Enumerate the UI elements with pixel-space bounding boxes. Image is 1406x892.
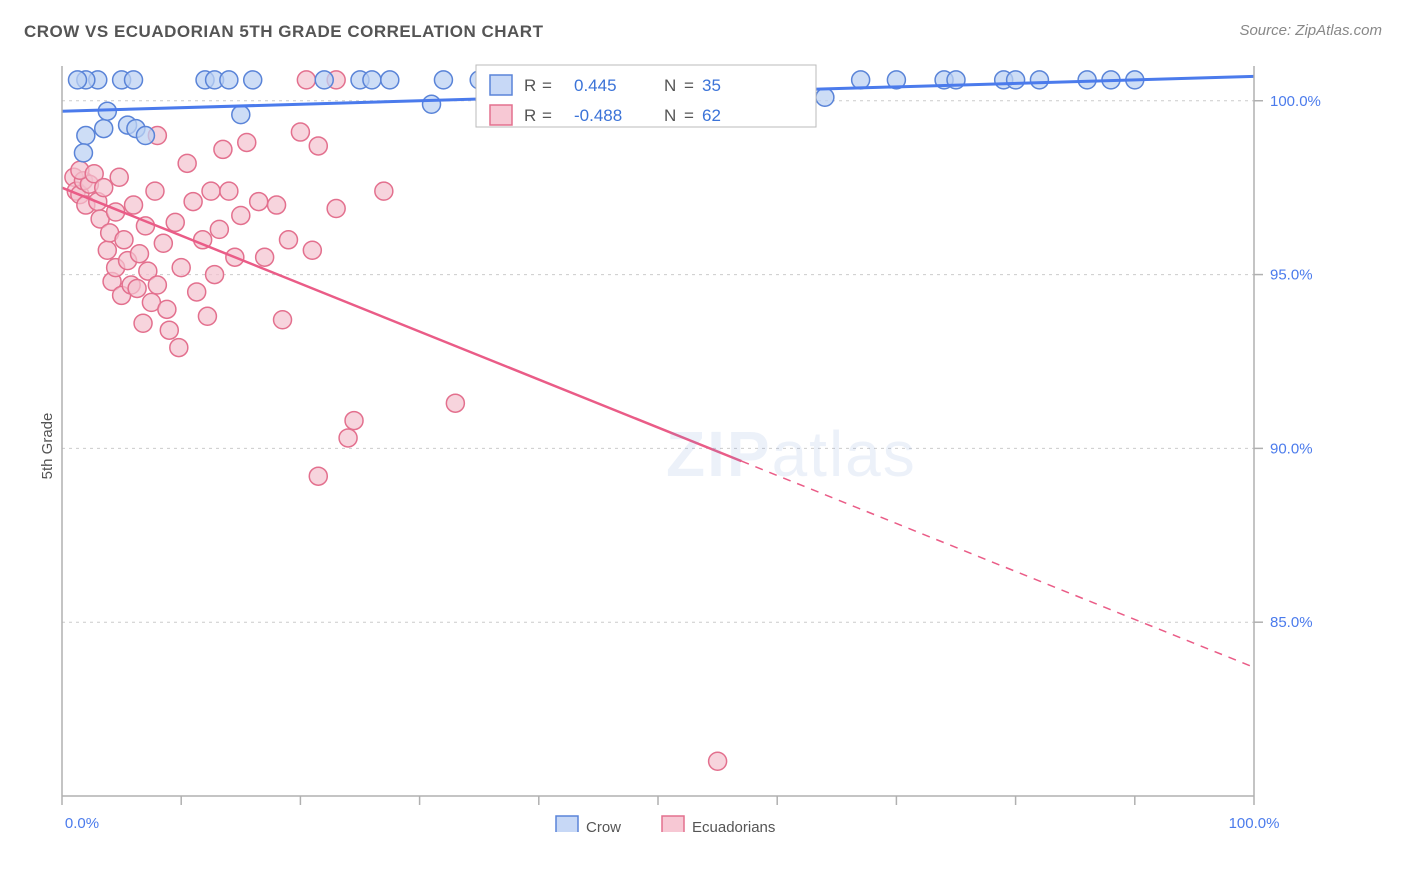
stats-n-value: 35 (702, 76, 721, 95)
data-point (375, 182, 393, 200)
data-point (381, 71, 399, 89)
stats-swatch (490, 75, 512, 95)
data-point (291, 123, 309, 141)
data-point (256, 248, 274, 266)
data-point (709, 752, 727, 770)
stats-r-value: -0.488 (574, 106, 622, 125)
y-axis-label: 5th Grade (39, 413, 56, 480)
data-point (68, 71, 86, 89)
stats-equals: = (542, 106, 552, 125)
legend-swatch (556, 816, 578, 832)
stats-equals: = (684, 106, 694, 125)
data-point (166, 213, 184, 231)
data-point (852, 71, 870, 89)
regression-line-dashed (741, 461, 1254, 667)
y-tick-label: 85.0% (1270, 614, 1313, 631)
stats-swatch (490, 105, 512, 125)
x-tick-label: 100.0% (1229, 815, 1280, 832)
data-point (146, 182, 164, 200)
legend-label: Crow (586, 819, 621, 832)
data-point (220, 182, 238, 200)
data-point (184, 193, 202, 211)
data-point (188, 283, 206, 301)
stats-n-label: N (664, 76, 676, 95)
data-point (238, 133, 256, 151)
legend-swatch (662, 816, 684, 832)
plot-area: ZIPatlas 85.0% 90.0% 95.0% 100.0% 0.0% 100.0%… (56, 56, 1326, 832)
source-credit: Source: ZipAtlas.com (1239, 22, 1382, 39)
data-point (128, 279, 146, 297)
data-point (74, 144, 92, 162)
data-point (309, 467, 327, 485)
data-point (198, 307, 216, 325)
data-point (95, 179, 113, 197)
data-point (134, 314, 152, 332)
data-point (148, 276, 166, 294)
legend-label: Ecuadorians (692, 819, 775, 832)
data-point (130, 245, 148, 263)
data-point (345, 412, 363, 430)
data-point (154, 234, 172, 252)
data-point (125, 196, 143, 214)
data-point (274, 311, 292, 329)
data-point (115, 231, 133, 249)
y-tick-label: 95.0% (1270, 267, 1313, 284)
data-point (158, 300, 176, 318)
data-point (136, 127, 154, 145)
stats-equals: = (542, 76, 552, 95)
data-point (309, 137, 327, 155)
data-point (327, 200, 345, 218)
data-point (214, 140, 232, 158)
data-point (363, 71, 381, 89)
data-point (232, 106, 250, 124)
stats-r-value: 0.445 (574, 76, 617, 95)
data-point (95, 120, 113, 138)
data-point (202, 182, 220, 200)
data-point (423, 95, 441, 113)
data-point (210, 220, 228, 238)
data-point (297, 71, 315, 89)
data-point (220, 71, 238, 89)
data-point (446, 394, 464, 412)
data-point (206, 266, 224, 284)
data-point (77, 127, 95, 145)
stats-n-value: 62 (702, 106, 721, 125)
data-point (172, 259, 190, 277)
y-tick-label: 90.0% (1270, 440, 1313, 457)
stats-r-label: R (524, 76, 536, 95)
data-point (160, 321, 178, 339)
data-point (279, 231, 297, 249)
watermark: ZIPatlas (666, 418, 917, 490)
data-point (178, 154, 196, 172)
data-point (125, 71, 143, 89)
chart-title: CROW VS ECUADORIAN 5TH GRADE CORRELATION… (24, 22, 543, 42)
chart-svg: ZIPatlas 85.0% 90.0% 95.0% 100.0% 0.0% 100.0%… (56, 56, 1326, 832)
x-tick-label: 0.0% (65, 815, 99, 832)
data-point (250, 193, 268, 211)
data-point (1030, 71, 1048, 89)
data-point (434, 71, 452, 89)
stats-equals: = (684, 76, 694, 95)
data-point (816, 88, 834, 106)
y-tick-label: 100.0% (1270, 93, 1321, 110)
data-point (232, 206, 250, 224)
data-point (244, 71, 262, 89)
stats-r-label: R (524, 106, 536, 125)
data-point (170, 339, 188, 357)
data-point (303, 241, 321, 259)
data-point (98, 241, 116, 259)
data-point (339, 429, 357, 447)
data-point (315, 71, 333, 89)
data-point (1007, 71, 1025, 89)
data-point (110, 168, 128, 186)
data-point (268, 196, 286, 214)
stats-n-label: N (664, 106, 676, 125)
